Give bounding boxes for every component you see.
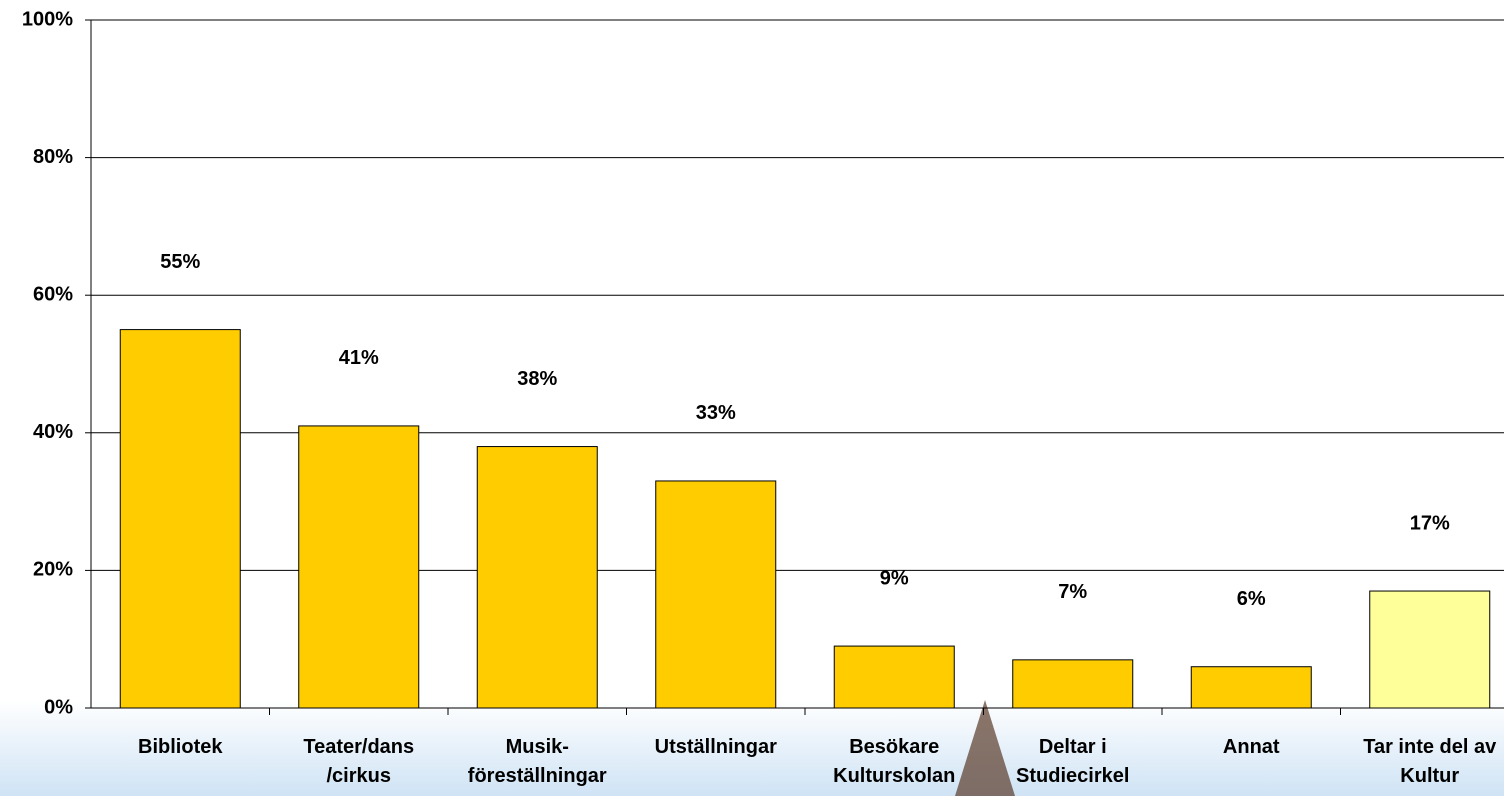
value-label: 38%	[517, 368, 557, 390]
x-tick-label: Tar inte del av Kultur	[1363, 736, 1497, 787]
bar	[1369, 590, 1491, 709]
background-photo	[0, 700, 1504, 796]
value-label: 41%	[339, 347, 379, 369]
value-label: 7%	[1058, 581, 1087, 603]
x-tick-label-line: Studiecirkel	[1016, 765, 1129, 787]
x-tick-label-line: Utställningar	[655, 736, 777, 758]
x-tick-label: Bibliotek	[138, 736, 223, 758]
x-tick-label-line: föreställningar	[468, 765, 607, 787]
church-spire	[955, 700, 1015, 796]
bar	[655, 480, 777, 709]
y-tick-label: 100%	[22, 8, 73, 30]
x-tick-label-line: Bibliotek	[138, 736, 223, 758]
bar	[298, 425, 420, 709]
bar	[1190, 666, 1312, 709]
y-tick-label: 60%	[33, 283, 73, 305]
value-label: 33%	[696, 402, 736, 424]
x-tick-label-line: Deltar i	[1039, 736, 1107, 758]
y-tick-label: 0%	[44, 696, 73, 718]
bar	[476, 446, 598, 709]
bar	[119, 329, 241, 709]
y-tick-label: 20%	[33, 559, 73, 581]
x-tick-label-line: /cirkus	[327, 765, 391, 787]
x-tick-label-line: Tar inte del av	[1363, 736, 1497, 758]
x-tick-label: Teater/dans/cirkus	[303, 736, 414, 787]
x-tick-label-line: Teater/dans	[303, 736, 414, 758]
x-tick-label: Utställningar	[655, 736, 777, 758]
value-label: 6%	[1237, 588, 1266, 610]
x-tick-label: Deltar i Studiecirkel	[1016, 736, 1129, 787]
y-tick-label: 80%	[33, 146, 73, 168]
value-label: 9%	[880, 567, 909, 589]
y-tick-label: 40%	[33, 421, 73, 443]
x-tick-label: Annat	[1223, 736, 1280, 758]
bar	[833, 645, 955, 709]
x-tick-label: Musik-föreställningar	[468, 736, 607, 787]
value-label: 55%	[160, 251, 200, 273]
x-tick-label-line: Musik-	[506, 736, 569, 758]
bar	[1012, 659, 1134, 709]
x-tick-label: Besökare Kulturskolan	[833, 736, 955, 787]
x-tick-label-line: Annat	[1223, 736, 1280, 758]
x-tick-label-line: Kultur	[1400, 765, 1459, 787]
value-label: 17%	[1410, 512, 1450, 534]
x-tick-label-line: Besökare	[849, 736, 939, 758]
x-tick-label-line: Kulturskolan	[833, 765, 955, 787]
